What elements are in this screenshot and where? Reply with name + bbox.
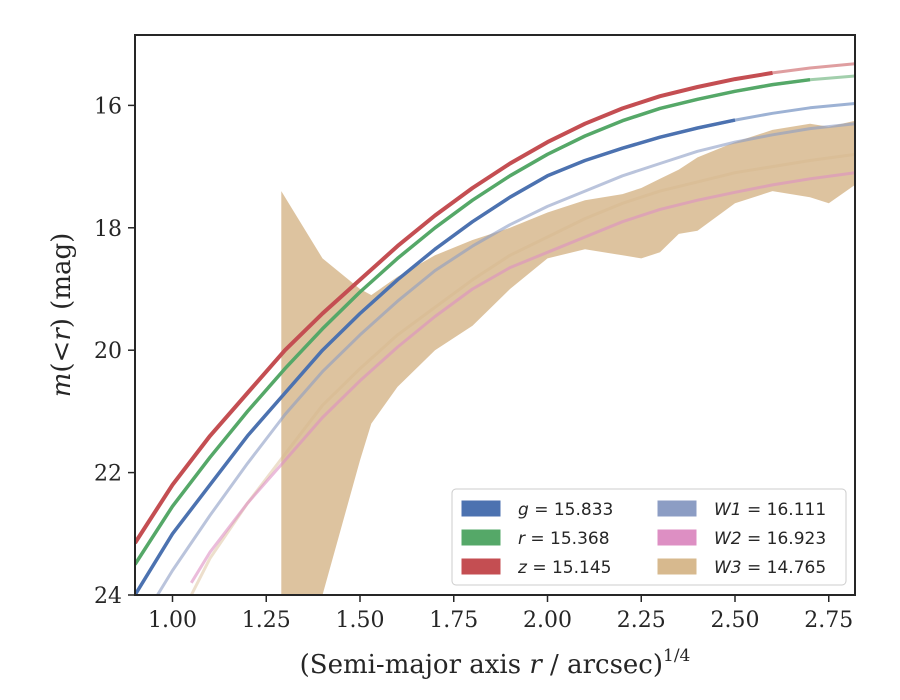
- y-tick-label: 18: [94, 217, 122, 242]
- series-g-line: [135, 118, 736, 595]
- legend-label-w1: W1 = 16.111: [714, 500, 826, 520]
- axis-ticks: 1.00 1.25 1.50 1.75 2.00 2.25 2.50 2.75 16 18 20 22…: [94, 94, 853, 633]
- y-tick-label: 24: [94, 584, 122, 609]
- series-w2-line: [190, 171, 855, 584]
- legend-label-w3: W3 = 14.765: [714, 558, 826, 578]
- series-z-line: [135, 70, 773, 545]
- y-axis-label: m(<r) (mag): [47, 233, 77, 398]
- x-tick-label: 1.00: [148, 608, 197, 633]
- legend-swatch-g: [461, 500, 501, 517]
- x-tick-label: 2.75: [804, 608, 853, 633]
- y-tick-label: 22: [94, 462, 122, 487]
- y-tick-label: 16: [94, 94, 122, 119]
- legend-swatch-z: [461, 558, 501, 575]
- x-tick-label: 1.75: [429, 608, 478, 633]
- legend-label-z: z = 15.145: [517, 558, 611, 578]
- legend-swatch-w1: [657, 500, 697, 517]
- legend: g = 15.833 r = 15.368 z = 15.145 W1 = 16.11…: [451, 488, 847, 586]
- legend-swatch-r: [461, 529, 501, 546]
- x-tick-label: 2.00: [523, 608, 572, 633]
- legend-swatch-w2: [657, 529, 697, 546]
- x-tick-label: 1.50: [336, 608, 385, 633]
- legend-frame: [451, 488, 847, 586]
- legend-label-w2: W2 = 16.923: [714, 529, 826, 549]
- x-axis-label: (Semi-major axis r / arcsec)1/4: [300, 646, 691, 680]
- plot-area: [135, 62, 855, 595]
- legend-swatch-w3: [657, 558, 697, 575]
- series-w3-line: [189, 152, 855, 595]
- series-w1-line: [155, 122, 855, 595]
- y-tick-label: 20: [94, 339, 122, 364]
- legend-label-g: g = 15.833: [518, 500, 613, 520]
- x-tick-label: 1.25: [242, 608, 291, 633]
- series-r-line: [135, 77, 811, 566]
- w3-uncertainty-band: [281, 120, 855, 595]
- legend-label-r: r = 15.368: [518, 529, 610, 549]
- x-tick-label: 2.25: [617, 608, 666, 633]
- plot-frame: [134, 34, 856, 596]
- x-tick-label: 2.50: [711, 608, 760, 633]
